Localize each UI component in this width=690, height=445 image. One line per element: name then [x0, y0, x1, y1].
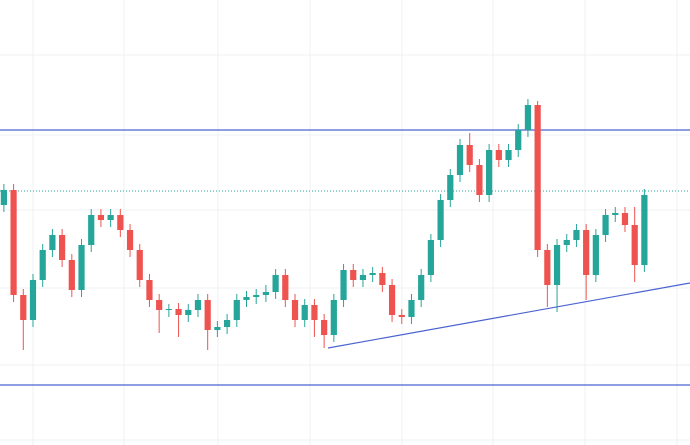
candle-body [97, 215, 105, 220]
candle-body [359, 275, 367, 280]
candle-body [126, 230, 134, 250]
candle-body [427, 240, 434, 275]
candle-body [175, 309, 182, 315]
candle-body [350, 270, 357, 280]
candle-body [49, 235, 56, 250]
candle-body [10, 190, 17, 295]
candle-body [272, 275, 279, 292]
candle-body [243, 297, 250, 300]
candle-body [291, 300, 299, 320]
candle-body [262, 292, 270, 295]
candle-body [282, 275, 289, 300]
candle-body [0, 190, 7, 205]
candle-body [369, 273, 376, 275]
candle-body [447, 175, 454, 200]
candle-body [311, 305, 318, 320]
candle-body [398, 315, 405, 317]
candle-body [253, 295, 260, 297]
candle-body [340, 270, 347, 300]
candle-body [136, 250, 143, 280]
candle-body [544, 250, 551, 285]
candle-body [301, 305, 308, 320]
candle-body [524, 105, 532, 130]
candle-body [631, 225, 638, 265]
candle-body [185, 310, 192, 315]
candle-body [602, 215, 609, 235]
candle-body [515, 130, 522, 150]
candle-body [641, 195, 648, 265]
candle-body [223, 320, 231, 327]
candle-body [486, 150, 493, 195]
candle-body [107, 215, 114, 220]
candle-body [408, 300, 415, 317]
candle-body [165, 309, 172, 310]
candle-body [553, 245, 561, 285]
candle-body [88, 215, 95, 245]
candle-body [388, 285, 396, 315]
candle-body [78, 245, 85, 290]
candle-body [534, 105, 541, 250]
candle-body [59, 235, 66, 260]
candle-body [563, 240, 570, 245]
candle-body [194, 300, 202, 310]
candle-body [214, 327, 221, 330]
candle-body [592, 235, 599, 275]
candle-body [204, 300, 211, 330]
candle-body [117, 215, 124, 230]
candle-body [321, 320, 328, 335]
candle-body [476, 165, 483, 195]
trendline [327, 282, 690, 349]
candle-body [68, 260, 75, 290]
candle-body [146, 280, 153, 300]
candle-body [379, 273, 386, 285]
candle-body [330, 300, 337, 335]
candle-body [39, 250, 46, 280]
candle-body [233, 300, 240, 320]
candle-body [456, 145, 464, 175]
candle-body [20, 295, 27, 320]
candle-body [495, 150, 502, 160]
candle-body [29, 280, 37, 320]
candle-body [612, 213, 619, 215]
candle-body [156, 300, 163, 310]
candle-body [583, 230, 590, 275]
candle-body [466, 145, 473, 165]
candle-body [437, 200, 444, 240]
candle-body [505, 150, 512, 160]
candle-body [621, 213, 629, 225]
candle-body [573, 230, 580, 240]
candle-body [418, 275, 425, 300]
